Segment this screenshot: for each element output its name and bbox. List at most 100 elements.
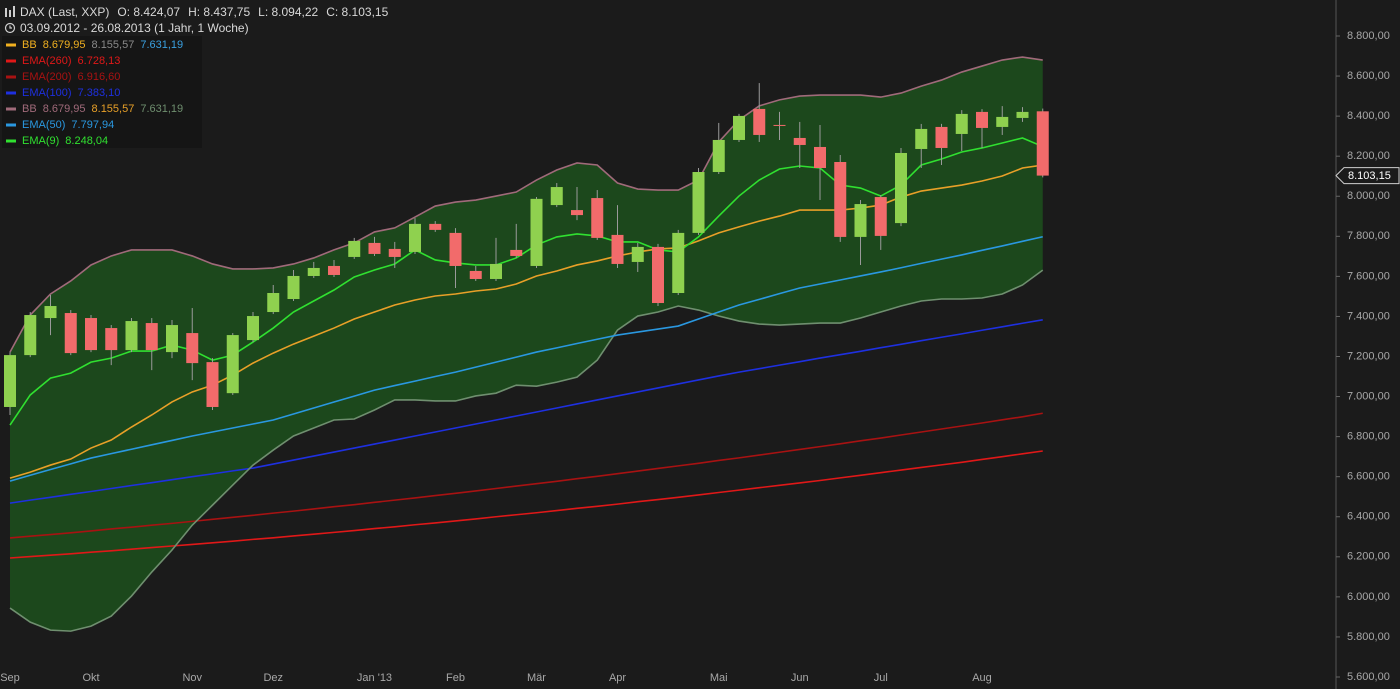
candle-body <box>854 204 867 237</box>
candle-body <box>429 223 442 230</box>
plot-area <box>4 56 1049 632</box>
ema-line <box>9 235 1043 482</box>
candle-body <box>206 362 219 407</box>
legend-value: 7.631,19 <box>140 103 183 115</box>
legend-name: EMA(100) <box>22 87 72 99</box>
legend-background <box>2 36 202 148</box>
candle-body <box>631 246 644 262</box>
candle-body <box>328 265 340 275</box>
legend-name: BB <box>22 39 37 51</box>
y-tick-label: 7.400,00 <box>1347 310 1390 322</box>
y-tick-label: 7.600,00 <box>1347 270 1390 282</box>
legend-name: EMA(50) <box>22 119 65 131</box>
candle-body <box>490 263 502 279</box>
candle-body <box>793 137 806 145</box>
candle-body <box>247 316 259 341</box>
candle-body <box>530 198 543 266</box>
legend-name: EMA(200) <box>22 71 72 83</box>
candle-body <box>348 240 361 257</box>
legend-value: 8.248,04 <box>65 135 108 147</box>
candle-body <box>976 111 988 128</box>
legend: DAX (Last, XXP) 03.09.2012 - 26.08.2013 … <box>2 5 389 148</box>
candle-body <box>4 355 16 407</box>
x-tick-label: Apr <box>609 672 626 684</box>
legend-value: 7.383,10 <box>78 87 121 99</box>
candle-body <box>409 223 421 252</box>
candle-body <box>652 246 664 304</box>
y-tick-label: 5.600,00 <box>1347 671 1390 683</box>
legend-swatch <box>6 43 16 47</box>
legend-value: 6.728,13 <box>78 55 121 67</box>
ohlc-text: H: 8.437,75 <box>188 5 250 19</box>
y-tick-label: 8.200,00 <box>1347 150 1390 162</box>
y-tick-label: 6.000,00 <box>1347 591 1390 603</box>
candle-body <box>287 275 300 300</box>
band-fill <box>10 57 1043 632</box>
x-tick-label: Sep <box>0 672 20 684</box>
candle-body <box>64 313 77 354</box>
ema-line <box>9 450 1043 559</box>
last-price-tag <box>1335 167 1400 185</box>
candle-body <box>1016 111 1029 118</box>
legend-swatch <box>6 107 16 111</box>
x-tick-label: Mär <box>527 672 546 684</box>
x-tick-label: Mai <box>710 672 728 684</box>
last-price-label: 8.103,15 <box>1348 170 1391 182</box>
candle-body <box>469 270 482 279</box>
y-tick-label: 7.000,00 <box>1347 390 1390 402</box>
legend-value: 7.797,94 <box>71 119 114 131</box>
candle-body <box>85 318 97 351</box>
candle-body <box>166 325 178 353</box>
y-tick-label: 8.600,00 <box>1347 70 1390 82</box>
legend-value: 7.631,19 <box>140 39 183 51</box>
candle-body <box>935 126 948 148</box>
axes: 5.600,00 5.800,00 6.000,00 6.200,00 6.400,00… <box>0 30 1400 684</box>
candle-body <box>773 124 786 126</box>
candle-body <box>267 293 280 313</box>
y-tick-label: 5.800,00 <box>1347 631 1390 643</box>
legend-value: 6.916,60 <box>78 71 121 83</box>
legend-value: 8.155,57 <box>92 39 135 51</box>
x-tick-label: Nov <box>182 672 202 684</box>
x-tick-label: Feb <box>446 672 465 684</box>
candle-body <box>895 152 907 224</box>
candle-body <box>611 234 624 264</box>
candle-body <box>814 146 826 169</box>
candle-body <box>44 306 57 319</box>
candle-body <box>186 333 199 364</box>
candle-body <box>125 321 138 351</box>
chart-title: DAX (Last, XXP) <box>20 5 109 19</box>
band-upper <box>9 56 1043 353</box>
x-tick-label: Aug <box>972 672 992 684</box>
ema-line <box>9 319 1043 504</box>
candle-body <box>24 315 37 356</box>
candle-body <box>996 116 1009 127</box>
candle-body <box>834 161 847 237</box>
candle-body <box>449 232 462 266</box>
y-tick-label: 6.800,00 <box>1347 431 1390 443</box>
y-tick-label: 8.800,00 <box>1347 30 1390 42</box>
y-tick-label: 6.200,00 <box>1347 551 1390 563</box>
band-lower <box>9 269 1044 632</box>
ohlc-text: L: 8.094,22 <box>258 5 318 19</box>
legend-swatch <box>6 75 16 79</box>
ema-line <box>9 137 1044 426</box>
ohlc-text: O: 8.424,07 <box>117 5 180 19</box>
candle-body <box>692 172 705 233</box>
candle-body <box>591 198 604 238</box>
band-middle <box>9 164 1043 479</box>
x-tick-label: Jun <box>791 672 809 684</box>
x-tick-label: Okt <box>82 672 99 684</box>
legend-value: 8.155,57 <box>92 103 135 115</box>
ema-line <box>9 412 1043 539</box>
y-tick-label: 8.000,00 <box>1347 190 1390 202</box>
candle-body <box>874 197 887 236</box>
candle-body <box>1036 111 1049 176</box>
clock-icon <box>4 22 16 34</box>
legend-swatch <box>6 91 16 95</box>
candle-body <box>672 232 685 294</box>
x-tick-label: Dez <box>263 672 283 684</box>
y-tick-label: 7.200,00 <box>1347 350 1390 362</box>
y-tick-label: 7.800,00 <box>1347 230 1390 242</box>
